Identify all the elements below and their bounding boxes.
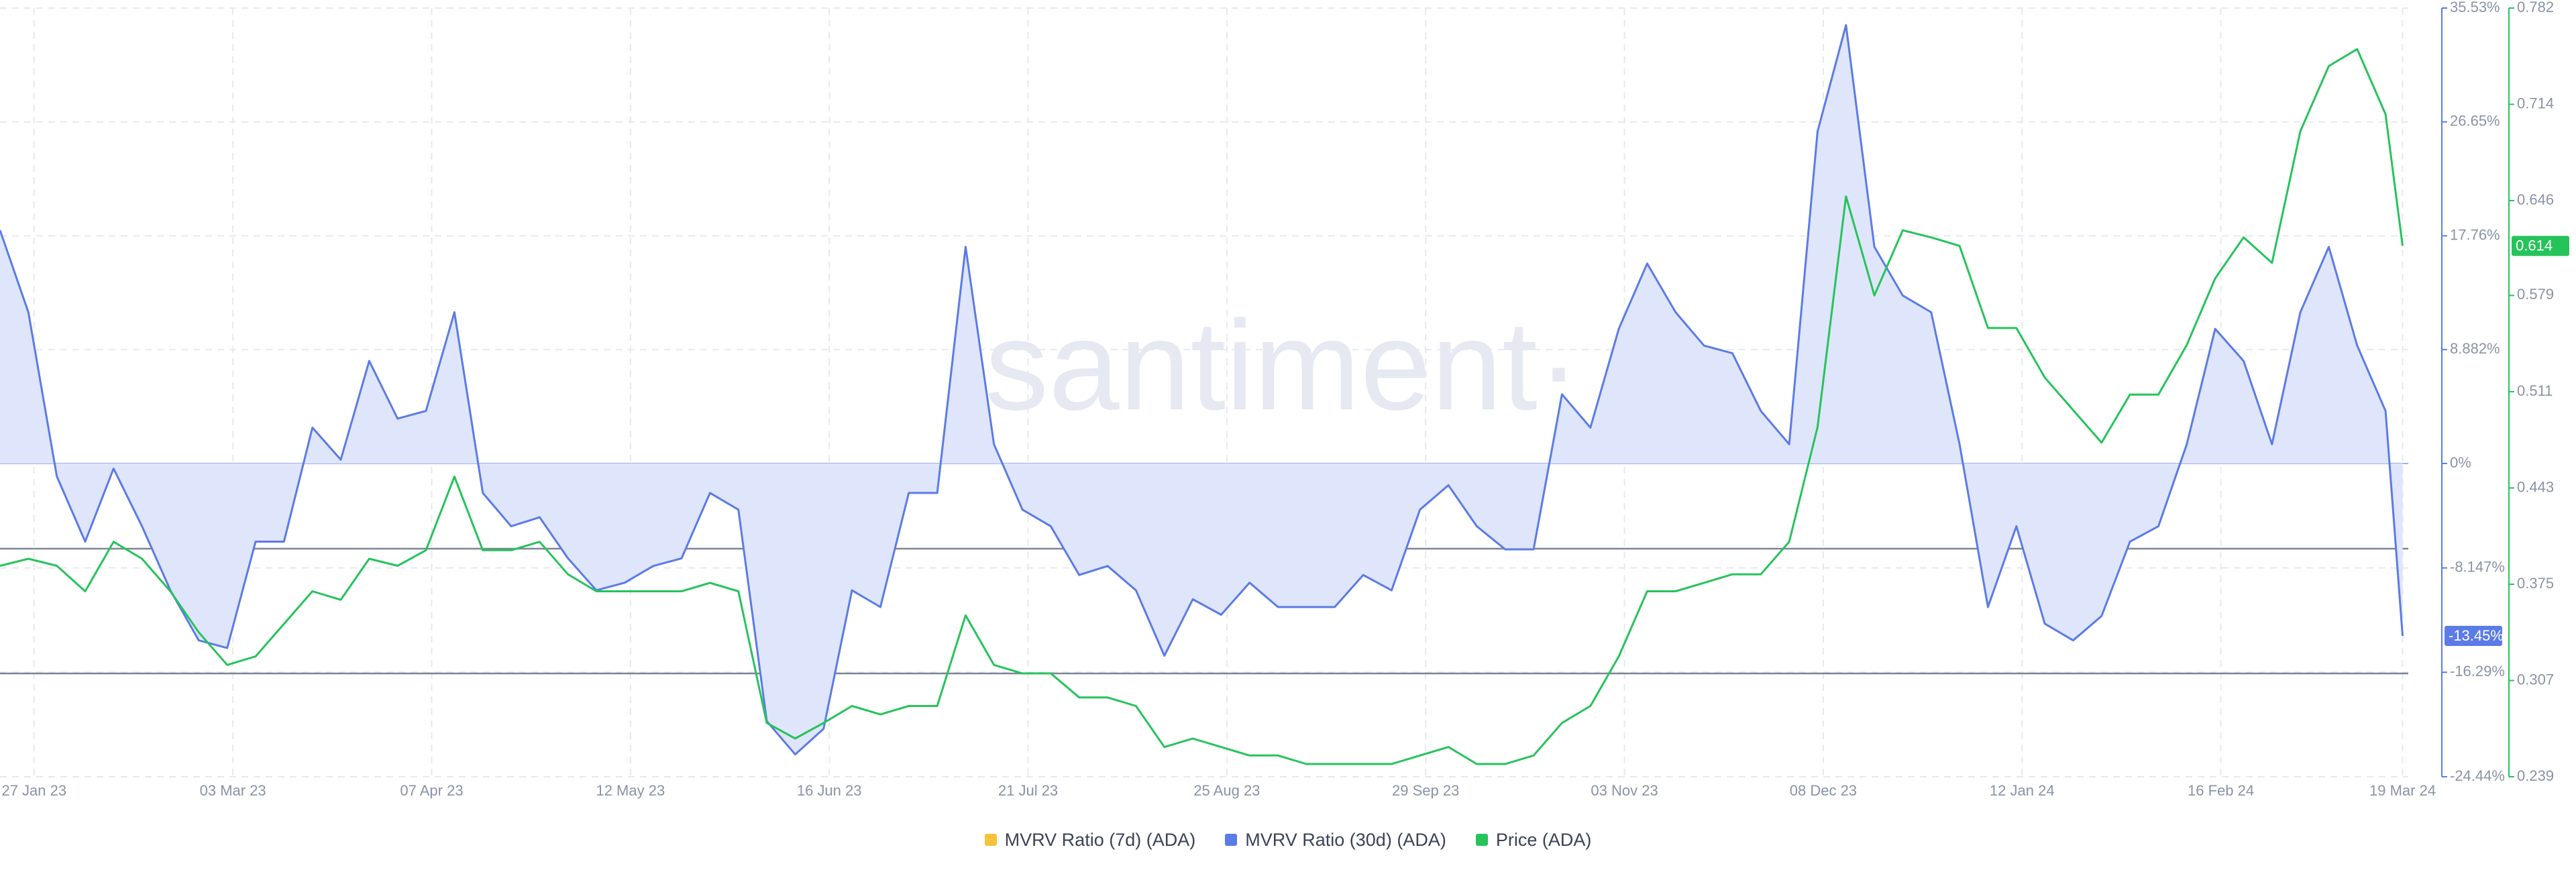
legend-swatch <box>1475 834 1488 846</box>
legend-swatch <box>1225 834 1238 846</box>
legend: MVRV Ratio (7d) (ADA) MVRV Ratio (30d) (A… <box>0 825 2576 855</box>
x-tick-label: 25 Aug 23 <box>1193 782 1260 799</box>
x-tick-label: 27 Jan 23 <box>1 782 66 799</box>
x-tick-label: 07 Apr 23 <box>400 782 463 799</box>
x-tick-label: 12 May 23 <box>596 782 665 799</box>
y-tick-label: 0% <box>2450 454 2471 471</box>
y-tick-label: -16.29% <box>2450 663 2505 679</box>
x-tick-label: 21 Jul 23 <box>998 782 1058 799</box>
x-tick-label: 16 Feb 24 <box>2188 782 2254 799</box>
x-tick-label: 03 Nov 23 <box>1591 782 1658 799</box>
y2-tick-label: 0.782 <box>2517 0 2554 15</box>
y-tick-label: 8.882% <box>2450 340 2500 357</box>
x-tick-label: 08 Dec 23 <box>1790 782 1857 799</box>
x-tick-label: 03 Mar 23 <box>200 782 266 799</box>
legend-label: Price (ADA) <box>1495 829 1592 850</box>
legend-item[interactable]: Price (ADA) <box>1475 829 1592 851</box>
line <box>0 23 2404 756</box>
y-tick-label: 26.65% <box>2450 113 2500 129</box>
area <box>0 25 2403 755</box>
watermark: ·santiment· <box>943 294 1580 437</box>
legend-label: MVRV Ratio (7d) (ADA) <box>1004 829 1196 850</box>
x-tick-label: 12 Jan 24 <box>1990 782 2055 799</box>
y-tick-label: 35.53% <box>2450 0 2500 15</box>
x-tick-label: 16 Jun 23 <box>797 782 862 799</box>
y2-tick-label: 0.579 <box>2517 286 2554 303</box>
y-tick-label: -24.44% <box>2450 767 2505 784</box>
y-tick-label: 17.76% <box>2450 226 2500 243</box>
legend-label: MVRV Ratio (30d) (ADA) <box>1245 829 1446 850</box>
x-tick-label: 19 Mar 24 <box>2369 782 2436 799</box>
y2-tick-label: 0.307 <box>2517 671 2554 688</box>
legend-item[interactable]: MVRV Ratio (30d) (ADA) <box>1225 830 1446 851</box>
value-badge-label: 0.614 <box>2516 237 2553 254</box>
y2-tick-label: 0.646 <box>2517 191 2554 208</box>
value-badge <box>2512 235 2569 256</box>
x-tick-label: 29 Sep 23 <box>1392 782 1459 799</box>
y-tick-label: -8.147% <box>2450 558 2505 575</box>
y2-tick-label: 0.443 <box>2517 478 2554 495</box>
y2-tick-label: 0.239 <box>2517 767 2554 784</box>
chart: 27 Jan 23 03 Mar 23 07 Apr 23 12 May 23 16 J… <box>0 0 2569 799</box>
y2-tick-label: 0.714 <box>2517 95 2554 111</box>
y2-tick-label: 0.375 <box>2517 575 2554 592</box>
value-badge <box>2445 625 2502 646</box>
legend-item[interactable]: MVRV Ratio (7d) (ADA) <box>984 829 1196 851</box>
y2-tick-label: 0.511 <box>2517 382 2553 399</box>
value-badge-label: -13.45% <box>2449 627 2504 644</box>
legend-swatch <box>984 834 997 846</box>
line <box>0 48 2404 765</box>
